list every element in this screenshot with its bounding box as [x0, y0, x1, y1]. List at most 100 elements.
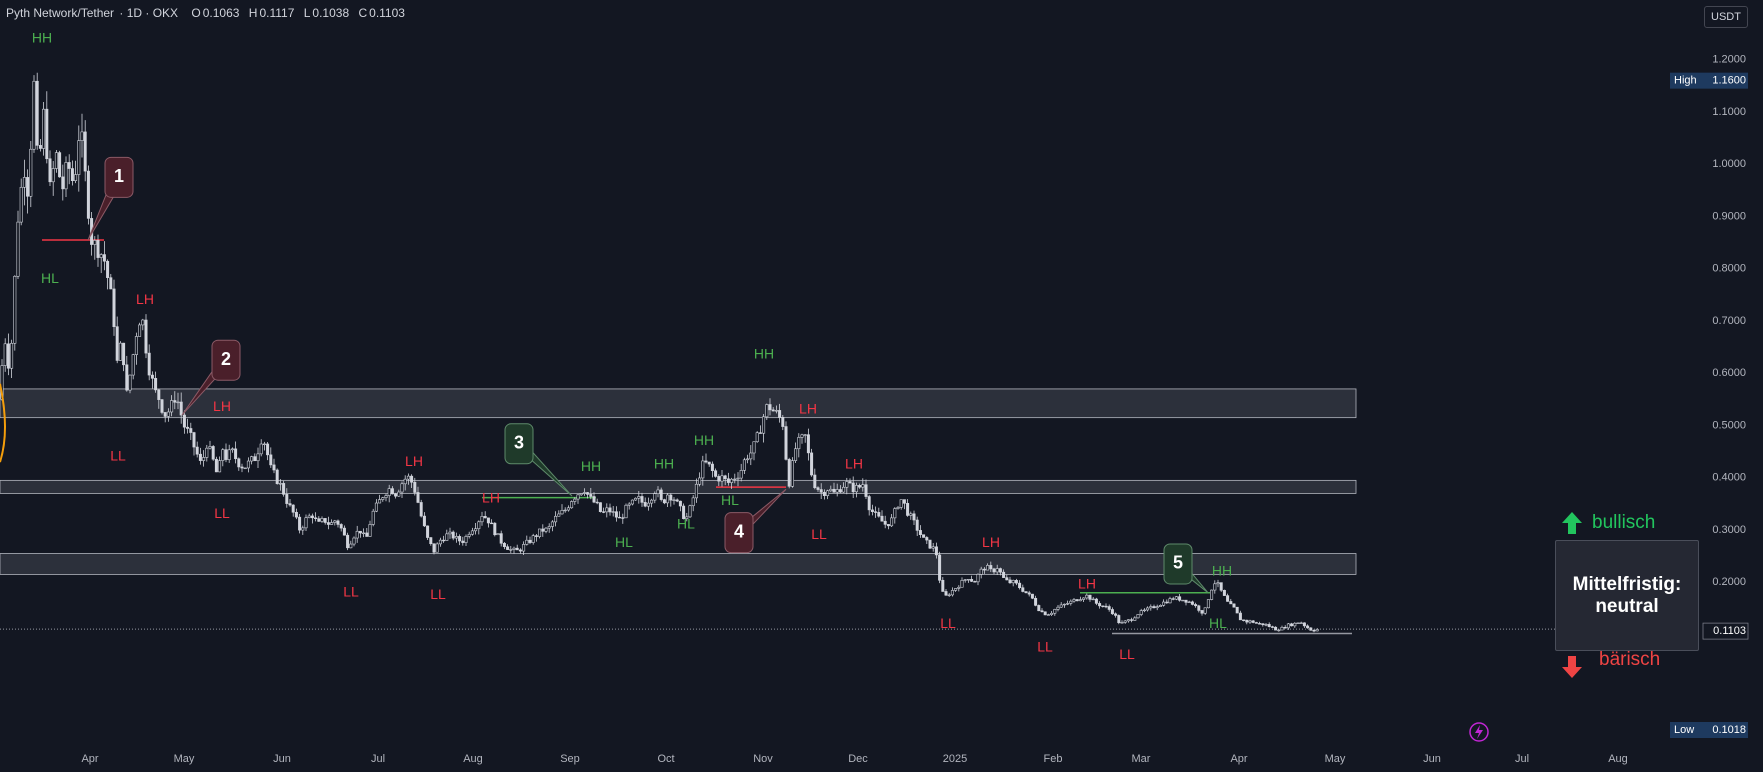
- swing-label: HL: [677, 515, 695, 531]
- candle-body: [189, 428, 193, 433]
- swing-label: HH: [1212, 563, 1232, 579]
- candle-body: [285, 494, 289, 504]
- candle-body: [758, 432, 762, 434]
- candle-body: [147, 352, 151, 376]
- candle-body: [1126, 619, 1130, 622]
- candle-body: [480, 516, 484, 523]
- candle-body: [771, 409, 775, 412]
- candle-body: [966, 579, 970, 581]
- candle-body: [746, 458, 750, 461]
- candle-body: [29, 148, 33, 197]
- swing-label: HH: [32, 30, 52, 46]
- candle-body: [186, 426, 190, 429]
- candle-body: [650, 499, 654, 504]
- candle-body: [1210, 589, 1214, 600]
- candle-body: [205, 447, 209, 458]
- candle-body: [544, 527, 548, 532]
- candle-body: [1069, 600, 1073, 604]
- candle-body: [547, 526, 551, 529]
- candle-body: [835, 489, 839, 493]
- candle-body: [678, 500, 682, 507]
- candle-body: [714, 470, 718, 477]
- candle-body: [915, 519, 919, 531]
- candle-body: [1152, 606, 1156, 609]
- callout-5: 5: [1163, 543, 1209, 594]
- candle-body: [582, 492, 586, 494]
- swing-label: LL: [110, 448, 126, 464]
- candle-body: [1306, 625, 1310, 629]
- callout-1: 1: [87, 156, 134, 241]
- time-tick-label: 2025: [943, 753, 967, 765]
- candle-body: [656, 489, 660, 494]
- candle-body: [307, 515, 311, 519]
- candle-body: [1130, 619, 1134, 621]
- swing-label: LL: [343, 583, 359, 599]
- candle-body: [67, 162, 71, 169]
- candle-body: [138, 324, 142, 337]
- candle-body: [640, 496, 644, 503]
- candle-body: [778, 410, 782, 418]
- candle-body: [131, 354, 135, 376]
- candle-body: [1040, 610, 1044, 613]
- candle-body: [1155, 606, 1159, 609]
- candle-body: [173, 400, 177, 403]
- candle-body: [637, 496, 641, 499]
- callout-number: 1: [114, 166, 124, 186]
- candle-body: [330, 522, 334, 525]
- candle-body: [208, 446, 212, 449]
- candle-body: [432, 543, 436, 553]
- candle-body: [531, 535, 535, 543]
- candle-body: [874, 511, 878, 513]
- candle-body: [106, 260, 110, 278]
- candle-body: [845, 481, 849, 488]
- candle-body: [48, 158, 52, 183]
- candle-body: [557, 513, 561, 517]
- candle-body: [1059, 604, 1063, 608]
- candle-body: [144, 319, 148, 354]
- candle-body: [954, 588, 958, 591]
- candle-body: [726, 478, 730, 483]
- candle-body: [170, 400, 174, 413]
- symbol-name[interactable]: Pyth Network/Tether: [6, 6, 115, 20]
- candle-body: [608, 507, 612, 513]
- candle-body: [1011, 580, 1015, 584]
- candle-body: [810, 452, 814, 476]
- candle-body: [483, 516, 487, 519]
- candle-body: [1149, 606, 1153, 609]
- candle-body: [32, 80, 36, 150]
- callout-box: [104, 156, 134, 198]
- candle-body: [1014, 580, 1018, 584]
- time-tick-label: Sep: [560, 753, 580, 765]
- flash-icon[interactable]: [1469, 722, 1489, 742]
- candle-body: [1146, 607, 1150, 611]
- candle-body: [768, 404, 772, 411]
- candle-body: [995, 568, 999, 573]
- candle-body: [490, 522, 494, 525]
- candle-body: [176, 401, 180, 404]
- candle-body: [986, 565, 990, 571]
- candle-body: [1120, 622, 1124, 624]
- candle-body: [426, 525, 430, 538]
- candle-body: [499, 533, 503, 544]
- candle-body: [1168, 598, 1172, 604]
- candle-body: [157, 389, 161, 400]
- candle-body: [419, 502, 423, 517]
- candle-body: [454, 536, 458, 539]
- candle-body: [1290, 623, 1294, 627]
- candle-body: [317, 518, 321, 522]
- candle-body: [1315, 629, 1319, 632]
- candle-body: [675, 499, 679, 502]
- currency-button[interactable]: USDT: [1704, 6, 1748, 28]
- ohlc-close-value: 0.1103: [369, 6, 405, 20]
- candle-body: [1302, 622, 1306, 627]
- candle-body: [1280, 626, 1284, 631]
- candle-body: [1082, 597, 1086, 600]
- candle-body: [211, 446, 215, 460]
- candle-body: [720, 475, 724, 482]
- candle-body: [902, 499, 906, 504]
- swing-label: LL: [1037, 638, 1053, 654]
- candle-body: [451, 531, 455, 539]
- candle-body: [893, 508, 897, 519]
